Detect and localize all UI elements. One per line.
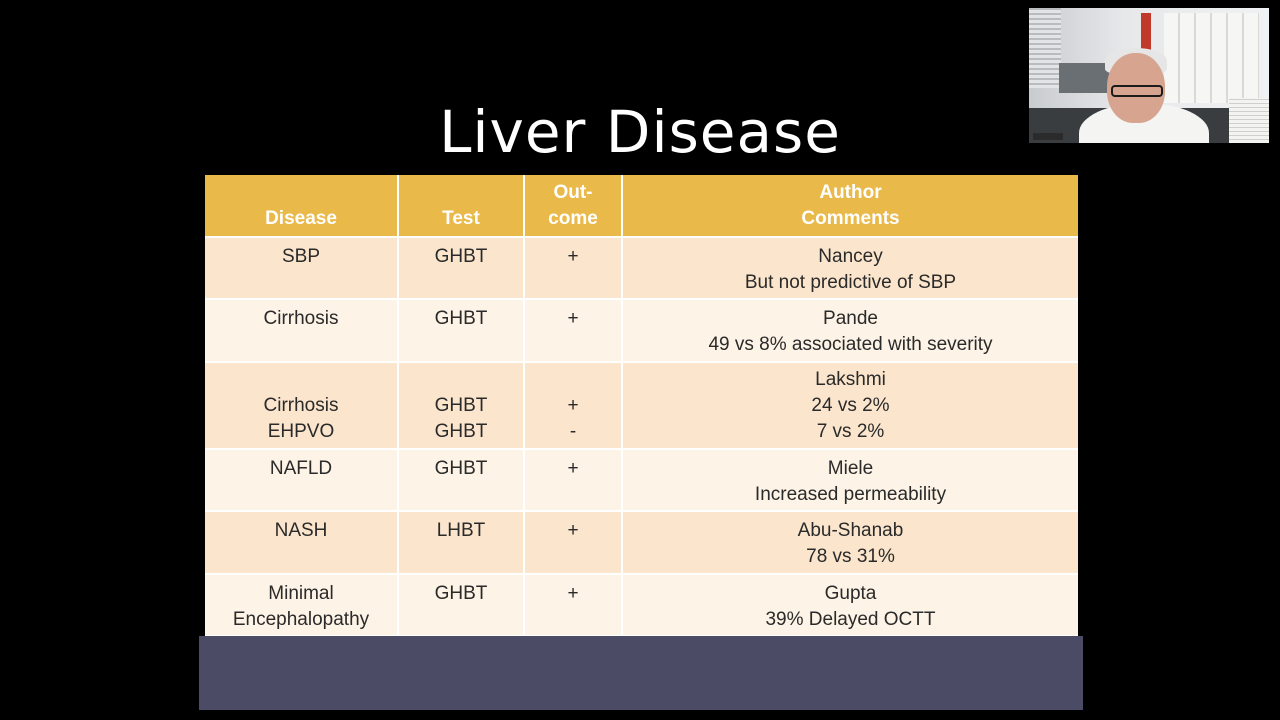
- cell-outcome: +: [524, 448, 623, 513]
- cell-comments: Abu-Shanab 78 vs 31%: [622, 511, 1078, 575]
- table-row: Cirrhosis EHPVO GHBT GHBT + - Lakshmi 24…: [205, 361, 1078, 450]
- cell-line: But not predictive of SBP: [744, 272, 957, 293]
- webcam-video[interactable]: [1029, 8, 1269, 143]
- header-test: Test: [398, 175, 525, 238]
- cell-disease: NASH: [205, 511, 399, 575]
- table-row: Minimal Encephalopathy GHBT + Gupta 39% …: [205, 573, 1078, 638]
- table-row: Cirrhosis GHBT + Pande 49 vs 8% associat…: [205, 299, 1078, 363]
- cell-line: [209, 367, 393, 393]
- cell-line: Pande: [823, 308, 878, 330]
- table-row: SBP GHBT + Nancey But not predictive of …: [205, 237, 1078, 301]
- cell-disease: NAFLD: [205, 448, 399, 513]
- cell-line: +: [567, 394, 579, 416]
- cell-line: +: [567, 457, 579, 479]
- cell-line: Abu-Shanab: [797, 520, 904, 542]
- cell-line: +: [567, 520, 579, 542]
- webcam-poster: [1141, 13, 1151, 53]
- webcam-paper-stack: [1229, 98, 1269, 143]
- header-line: Out-: [553, 182, 593, 203]
- cell-test: GHBT: [398, 299, 525, 363]
- cell-line: Increased permeability: [754, 483, 947, 505]
- slide-title: Liver Disease: [439, 98, 841, 166]
- table-row: NAFLD GHBT + Miele Increased permeabilit…: [205, 448, 1078, 513]
- cell-line: Encephalopathy: [232, 608, 370, 630]
- header-author-comments: Author Comments: [622, 175, 1078, 238]
- cell-line: +: [567, 308, 579, 330]
- table-row: NASH LHBT + Abu-Shanab 78 vs 31%: [205, 511, 1078, 575]
- cell-line: EHPVO: [267, 420, 335, 442]
- cell-line: [529, 367, 617, 393]
- cell-line: +: [567, 246, 579, 267]
- cell-line: 7 vs 2%: [816, 420, 885, 442]
- cell-line: NASH: [274, 520, 328, 542]
- cell-line: 24 vs 2%: [811, 394, 890, 416]
- cell-disease: Cirrhosis EHPVO: [205, 361, 399, 450]
- webcam-window-blinds: [1029, 8, 1061, 88]
- cell-outcome: +: [524, 511, 623, 575]
- cell-line: Nancey: [818, 246, 883, 267]
- cell-line: GHBT: [434, 246, 488, 267]
- header-line: Test: [442, 208, 480, 229]
- cell-line: Gupta: [824, 582, 877, 604]
- cell-comments: Pande 49 vs 8% associated with severity: [622, 299, 1078, 363]
- slide-footer-band: [199, 636, 1083, 710]
- header-disease: Disease: [205, 175, 399, 238]
- cell-line: GHBT: [434, 420, 488, 442]
- header-line: Disease: [265, 208, 337, 229]
- cell-outcome: + -: [524, 361, 623, 450]
- cell-line: GHBT: [434, 582, 488, 604]
- cell-disease: Cirrhosis: [205, 299, 399, 363]
- cell-line: 39% Delayed OCTT: [765, 608, 936, 630]
- cell-outcome: +: [524, 299, 623, 363]
- cell-line: Minimal: [268, 582, 334, 604]
- cell-line: LHBT: [436, 520, 486, 542]
- cell-line: [403, 367, 519, 393]
- cell-line: Lakshmi: [815, 368, 886, 390]
- header-line: come: [548, 208, 598, 229]
- header-row: Disease Test Out- come Author Comments: [205, 175, 1078, 238]
- header-outcome: Out- come: [524, 175, 623, 238]
- webcam-person-head: [1107, 53, 1165, 123]
- cell-line: GHBT: [434, 457, 488, 479]
- cell-disease: Minimal Encephalopathy: [205, 573, 399, 638]
- cell-comments: Lakshmi 24 vs 2% 7 vs 2%: [622, 361, 1078, 450]
- cell-comments: Gupta 39% Delayed OCTT: [622, 573, 1078, 638]
- cell-disease: SBP: [205, 237, 399, 301]
- cell-line: SBP: [281, 246, 321, 267]
- cell-test: GHBT: [398, 573, 525, 638]
- cell-line: NAFLD: [269, 457, 333, 479]
- cell-line: Cirrhosis: [263, 394, 339, 416]
- cell-test: LHBT: [398, 511, 525, 575]
- cell-line: -: [569, 420, 577, 442]
- cell-line: Cirrhosis: [263, 308, 339, 330]
- cell-line: Miele: [827, 457, 874, 479]
- liver-disease-table: Disease Test Out- come Author Comments: [205, 175, 1078, 638]
- cell-line: +: [567, 582, 579, 604]
- webcam-name-tag: [1033, 133, 1063, 140]
- header-line: Comments: [801, 208, 900, 229]
- cell-line: GHBT: [434, 308, 488, 330]
- cell-outcome: +: [524, 573, 623, 638]
- cell-test: GHBT GHBT: [398, 361, 525, 450]
- webcam-papers: [1164, 13, 1259, 103]
- data-table: Disease Test Out- come Author Comments: [205, 175, 1078, 638]
- cell-comments: Nancey But not predictive of SBP: [622, 237, 1078, 301]
- cell-outcome: +: [524, 237, 623, 301]
- cell-line: 49 vs 8% associated with severity: [708, 334, 993, 356]
- cell-comments: Miele Increased permeability: [622, 448, 1078, 513]
- header-line: Author: [819, 182, 882, 203]
- cell-test: GHBT: [398, 237, 525, 301]
- cell-line: 78 vs 31%: [806, 546, 895, 568]
- cell-line: GHBT: [434, 394, 488, 416]
- webcam-person-glasses: [1111, 85, 1163, 97]
- cell-test: GHBT: [398, 448, 525, 513]
